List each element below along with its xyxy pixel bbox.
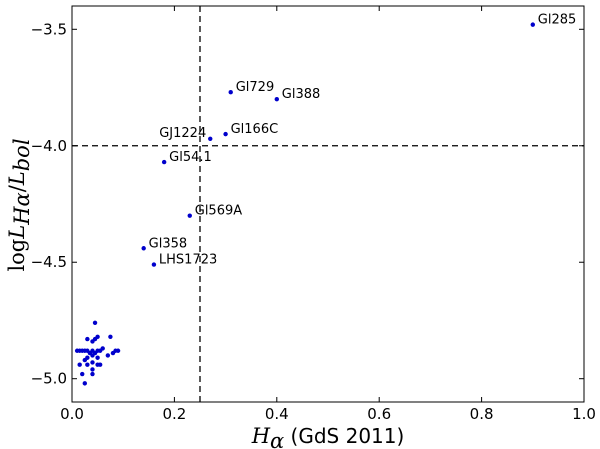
x-tick-label: 0.0 xyxy=(60,405,84,423)
data-point xyxy=(90,360,95,365)
y-axis-title: logLHα/Lbol xyxy=(5,138,34,271)
point-label: Gl166C xyxy=(231,122,279,137)
point-labels: Gl285 Gl729 Gl388 Gl166C GJ1224 Gl54.1 Gl569A G… xyxy=(149,13,577,268)
data-point xyxy=(108,334,113,339)
tick-labels: 0.0 0.2 0.4 0.6 0.8 1.0 −5.0 −4.5 −4.0 −3.5 xyxy=(31,20,596,423)
point-label: GJ1224 xyxy=(159,126,206,141)
data-point xyxy=(105,353,111,358)
point-label: Gl54.1 xyxy=(169,150,212,165)
data-point xyxy=(97,348,103,353)
data-point xyxy=(85,362,90,367)
x-tick-label: 0.2 xyxy=(162,405,186,423)
point-label: Gl569A xyxy=(195,204,242,219)
y-tick-label: −3.5 xyxy=(31,20,67,38)
data-point xyxy=(90,353,95,358)
data-point xyxy=(115,348,121,353)
point-label: Gl285 xyxy=(538,13,577,28)
x-tick-label: 0.6 xyxy=(367,405,391,423)
point-label: Gl388 xyxy=(282,87,321,102)
labeled-data-point xyxy=(223,131,228,137)
data-point xyxy=(85,336,90,342)
plot-frame xyxy=(71,5,585,403)
data-point xyxy=(95,355,100,360)
data-point xyxy=(90,339,95,344)
data-point xyxy=(97,362,103,367)
x-tick-label: 1.0 xyxy=(572,405,596,423)
reference-lines xyxy=(72,6,584,402)
data-point xyxy=(80,371,85,377)
data-point xyxy=(95,334,100,339)
labeled-data-point xyxy=(208,136,213,141)
data-point xyxy=(82,381,88,386)
labeled-data-point xyxy=(161,159,167,165)
labeled-data-point xyxy=(187,213,192,218)
x-axis-title: Hα (GdS 2011) xyxy=(251,424,405,449)
labeled-data-point xyxy=(530,22,535,27)
data-point xyxy=(90,371,95,377)
point-label: LHS1723 xyxy=(159,253,217,268)
x-tick-label: 0.4 xyxy=(265,405,289,423)
y-tick-label: −5.0 xyxy=(31,370,67,388)
x-tick-label: 0.8 xyxy=(470,405,494,423)
labeled-data-point xyxy=(228,89,233,95)
labeled-data-point xyxy=(274,96,279,102)
point-label: Gl729 xyxy=(236,80,275,95)
y-tick-label: −4.0 xyxy=(31,137,67,155)
data-point xyxy=(90,367,95,372)
data-point xyxy=(92,320,98,325)
point-label: Gl358 xyxy=(149,236,188,251)
y-tick-label: −4.5 xyxy=(31,253,67,271)
data-points xyxy=(74,22,535,386)
data-point xyxy=(77,362,82,367)
labeled-data-point xyxy=(151,262,157,267)
data-point xyxy=(82,357,88,363)
labeled-data-point xyxy=(141,246,146,251)
